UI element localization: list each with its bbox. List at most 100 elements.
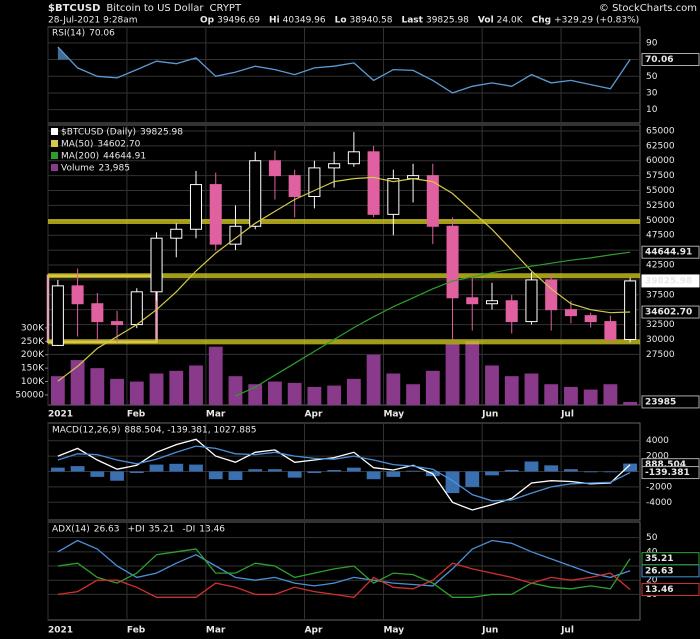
candle-body	[308, 167, 321, 197]
legend-value: 35.21	[149, 525, 175, 535]
candle-body	[170, 228, 183, 239]
candle-body	[288, 175, 301, 197]
value-box-label: 39825.98	[645, 276, 692, 286]
y-tick-label: 90	[646, 38, 658, 48]
stat-label: Hi	[269, 16, 280, 26]
candle-body	[189, 184, 203, 230]
histogram-bar	[70, 466, 85, 472]
histogram-bar	[346, 467, 361, 472]
volume-bar	[366, 354, 381, 405]
histogram-bar	[169, 463, 184, 472]
series-line	[57, 562, 631, 598]
series-line	[57, 176, 631, 382]
legend-value: 44644.91	[103, 152, 146, 162]
volume-bar	[445, 344, 460, 405]
histogram-bar	[287, 471, 302, 478]
legend-name: MACD(12,26,9)	[52, 426, 120, 436]
candle-body	[485, 300, 499, 305]
legend-name: MA(200)	[61, 152, 99, 162]
volume-bar	[386, 373, 401, 405]
x-tick-label: 2021	[48, 410, 73, 420]
candle-body	[446, 225, 459, 299]
histogram-bar	[149, 464, 164, 472]
candle-body	[91, 303, 104, 323]
candle-body	[584, 315, 597, 323]
candle-body	[347, 151, 360, 165]
histogram-bar	[544, 465, 559, 472]
volume-tick-label: 200K	[21, 350, 45, 360]
candle-body	[268, 160, 281, 177]
volume-bar	[564, 386, 578, 405]
volume-bar	[70, 360, 85, 405]
volume-bar	[149, 373, 164, 405]
histogram-bar	[208, 471, 223, 480]
volume-bar	[346, 378, 361, 405]
candle-body	[229, 225, 242, 245]
volume-bar	[425, 370, 440, 405]
volume-bar	[603, 384, 618, 405]
stat-value: +329.29 (+0.83%)	[554, 16, 639, 26]
y-tick-label: 62500	[646, 141, 675, 151]
candle-body	[249, 160, 262, 227]
legend-value: 26.63	[94, 525, 120, 535]
volume-bar	[228, 376, 243, 405]
stat-label: Chg	[532, 16, 551, 26]
y-tick-label: 42500	[646, 261, 675, 271]
volume-tick-label: 50000	[15, 390, 44, 400]
candle-body	[545, 279, 558, 311]
candle-body	[150, 237, 163, 293]
volume-bar	[208, 346, 223, 405]
volume-bar	[189, 365, 203, 405]
legend-value: 70.06	[89, 29, 115, 39]
legend-name: $BTCUSD (Daily)	[61, 128, 136, 138]
histogram-bar	[485, 471, 499, 476]
y-tick-label: -4000	[646, 498, 672, 508]
value-box-label: 34602.70	[645, 308, 692, 318]
candle-body	[525, 279, 538, 323]
candle-body	[111, 321, 124, 326]
x-tick-label: Jul	[560, 410, 574, 420]
x-tick-label: Jul	[560, 626, 574, 636]
candle-body	[426, 175, 439, 227]
value-box-label: -139.381	[645, 468, 690, 478]
y-tick-label: 32500	[646, 320, 675, 330]
volume-bar	[129, 381, 144, 405]
exchange: CRYPT	[210, 3, 242, 14]
legend-swatch	[51, 140, 58, 147]
volume-bar	[268, 381, 282, 405]
volume-tick-label: 150K	[21, 364, 45, 374]
volume-bar	[485, 365, 499, 405]
value-box	[641, 274, 700, 288]
histogram-bar	[228, 471, 243, 480]
y-tick-label: 37500	[646, 290, 675, 300]
value-box	[641, 53, 700, 67]
histogram-bar	[110, 471, 124, 481]
histogram-bar	[386, 471, 401, 477]
y-tick-label: 4000	[646, 436, 669, 446]
histogram-bar	[623, 463, 638, 472]
volume-bar	[307, 386, 322, 405]
volume-bar	[90, 368, 105, 405]
y-tick-label: 10	[646, 105, 658, 115]
candle-body	[328, 163, 341, 169]
stat-value: 38940.58	[350, 16, 393, 26]
y-tick-label: 52500	[646, 201, 675, 211]
legend-value: 13.46	[199, 525, 225, 535]
value-box	[641, 552, 700, 566]
volume-bar	[465, 341, 480, 405]
series-line	[57, 438, 631, 511]
y-tick-label: 65000	[646, 126, 675, 136]
x-tick-label: Jun	[481, 410, 498, 420]
histogram-bar	[445, 471, 460, 494]
stat-value: 39496.69	[217, 16, 260, 26]
x-tick-label: May	[383, 410, 404, 420]
histogram-bar	[406, 470, 420, 472]
series-line	[57, 548, 631, 598]
histogram-bar	[129, 471, 144, 474]
value-box-label: 23985	[645, 397, 676, 407]
legend-name: +DI	[128, 525, 145, 535]
legend-value: 888.504, -139.381, 1027.885	[124, 426, 256, 436]
histogram-bar	[465, 471, 480, 487]
legend-value: 34602.70	[97, 140, 140, 150]
legend-name: ADX(14)	[52, 525, 90, 535]
